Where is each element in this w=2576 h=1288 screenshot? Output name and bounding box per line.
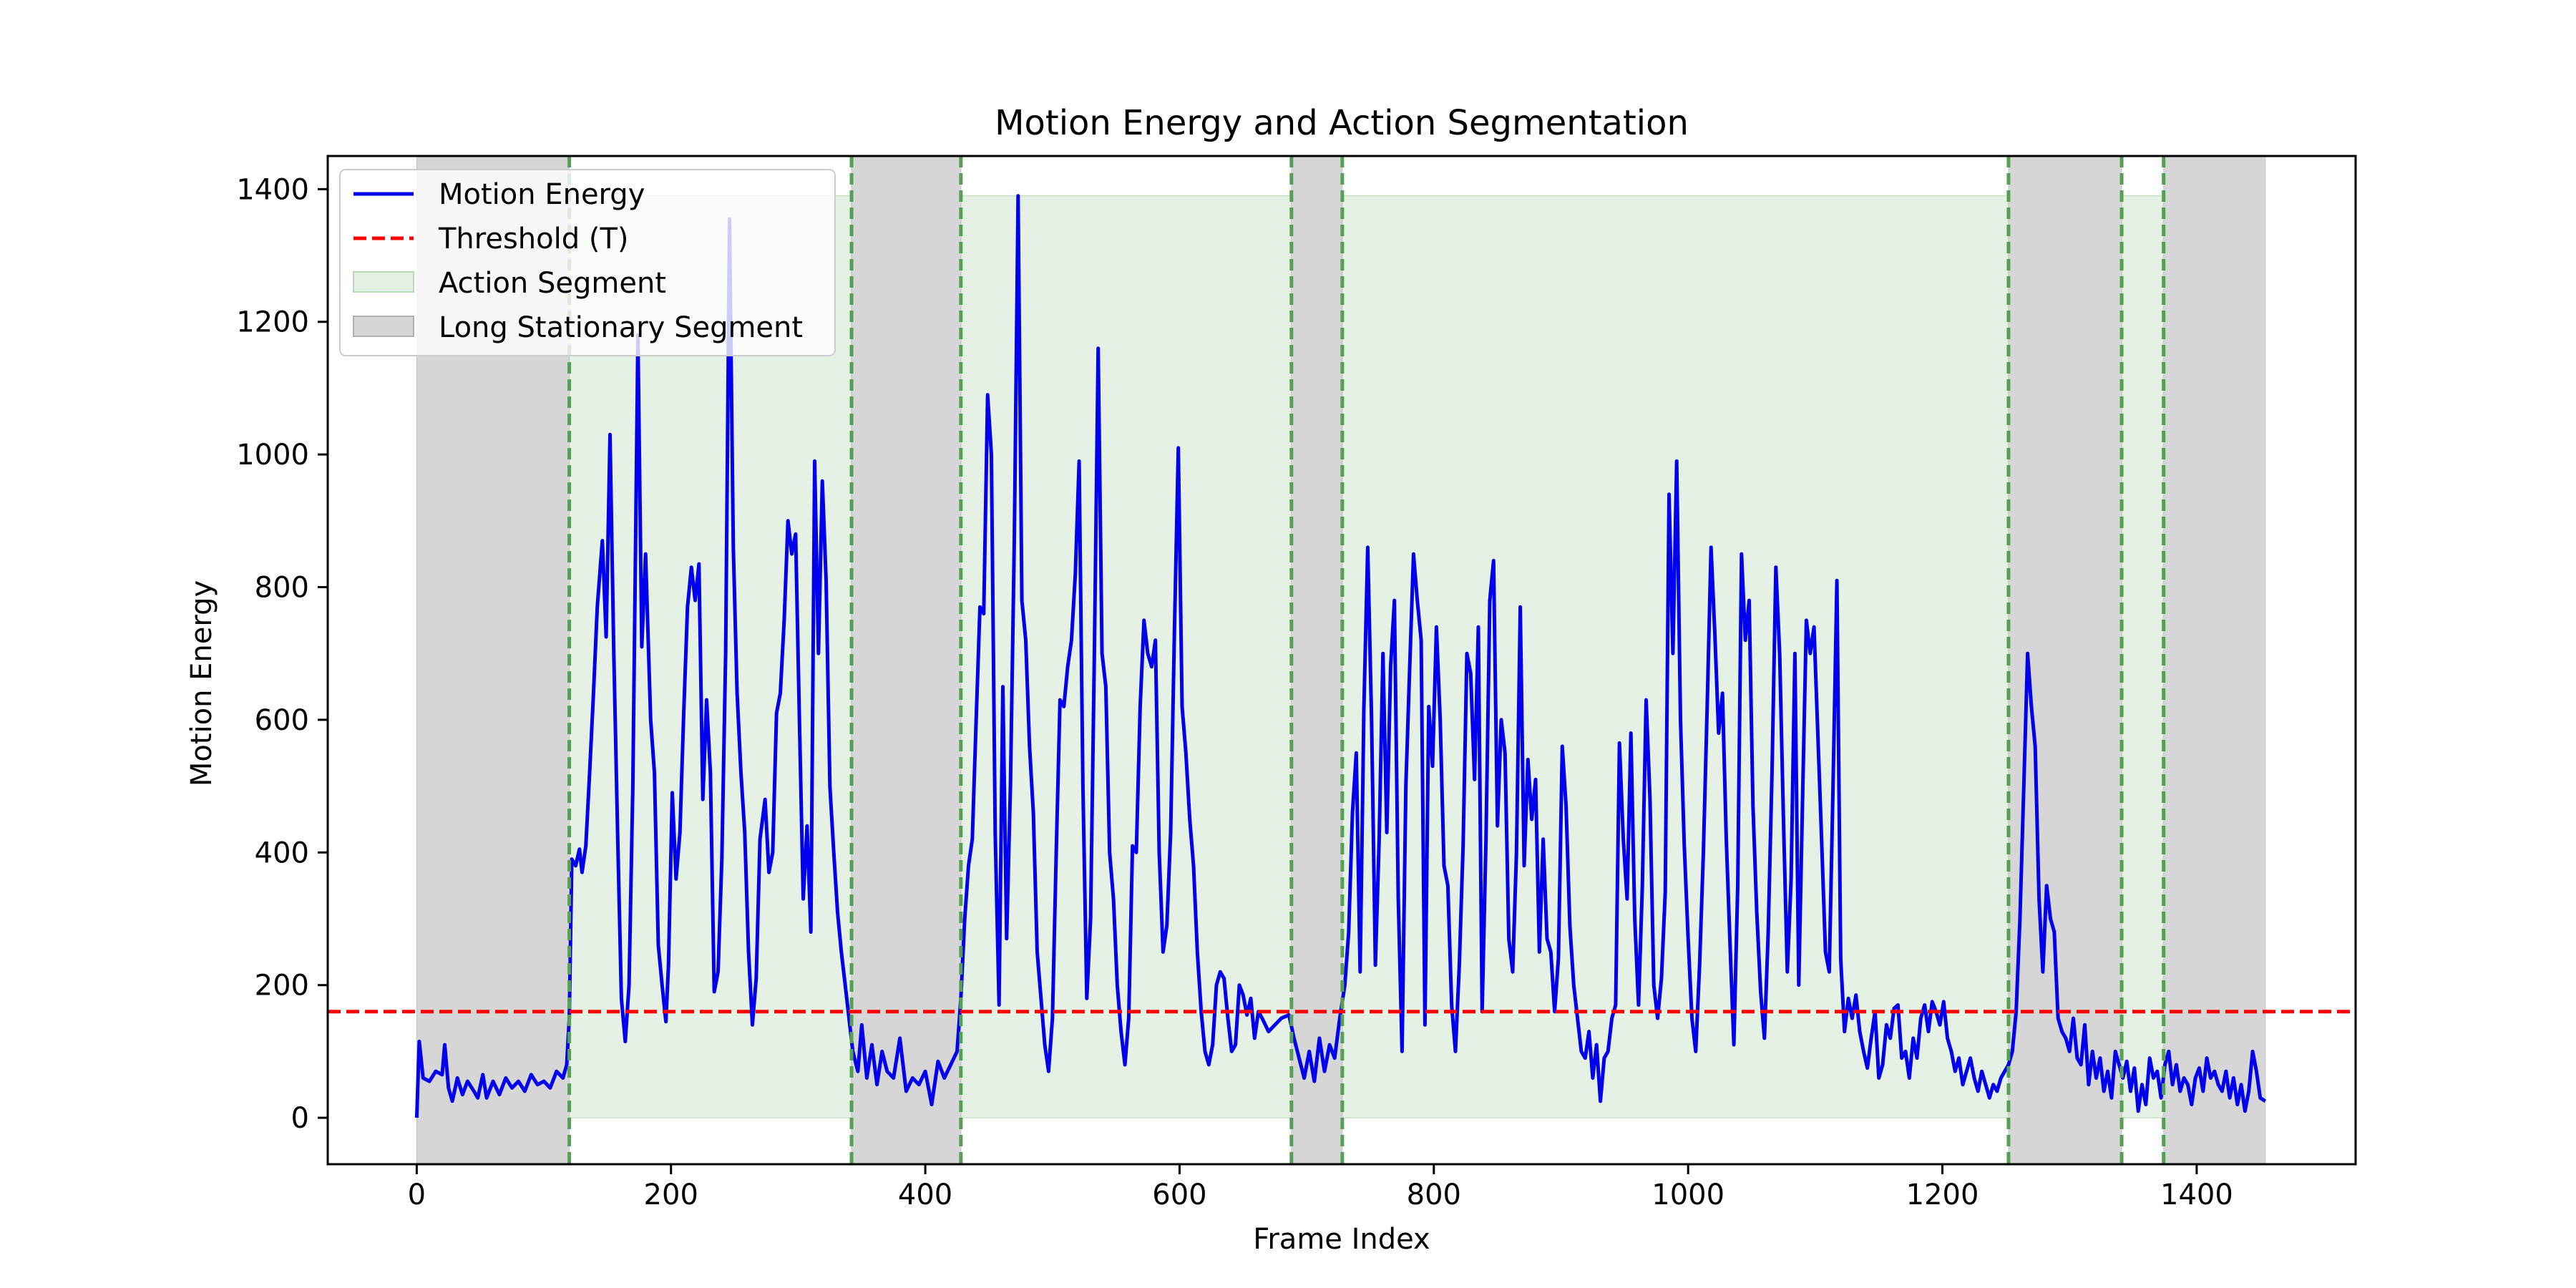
legend-stationary-segment-label: Long Stationary Segment [439,311,803,344]
plot-frame [326,155,2357,1166]
y-tick-label-4: 800 [255,572,309,605]
x-tick-label-6: 1200 [1906,1179,1979,1211]
x-tick-label-4: 800 [1407,1179,1461,1211]
legend-threshold-label: Threshold (T) [438,223,629,255]
stationary-segment-4 [2163,155,2266,1165]
y-tick-label-5: 1000 [236,439,309,472]
chart-title: Motion Energy and Action Segmentation [995,103,1689,143]
x-axis-label: Frame Index [1253,1223,1430,1256]
legend-stationary-segment-swatch [353,316,414,337]
stationary-segment-2 [1291,155,1343,1165]
legend-action-segment-label: Action Segment [439,267,666,300]
y-tick-label-1: 200 [255,970,309,1002]
stationary-segment-1 [851,155,962,1165]
x-tick-label-1: 200 [644,1179,698,1211]
x-tick-label-5: 1000 [1652,1179,1724,1211]
y-tick-label-3: 600 [255,704,309,737]
x-tick-label-2: 400 [898,1179,952,1211]
y-tick-label-0: 0 [291,1102,309,1135]
x-tick-label-7: 1400 [2160,1179,2233,1211]
series-line-0 [414,194,2267,1118]
action-segment-3 [2121,195,2165,1119]
legend: Motion Energy Threshold (T) Action Segme… [339,169,836,356]
x-tick-label-3: 600 [1152,1179,1206,1211]
x-tick-label-0: 0 [408,1179,426,1211]
y-tick-label-7: 1400 [236,173,309,206]
legend-motion-energy-label: Motion Energy [439,178,645,211]
y-tick-label-2: 400 [255,836,309,869]
action-segment-1 [960,195,1292,1119]
y-tick-label-6: 1200 [236,306,309,339]
y-axis-label: Motion Energy [185,580,218,786]
action-segment-2 [1341,195,2009,1119]
legend-action-segment-swatch [353,271,414,293]
